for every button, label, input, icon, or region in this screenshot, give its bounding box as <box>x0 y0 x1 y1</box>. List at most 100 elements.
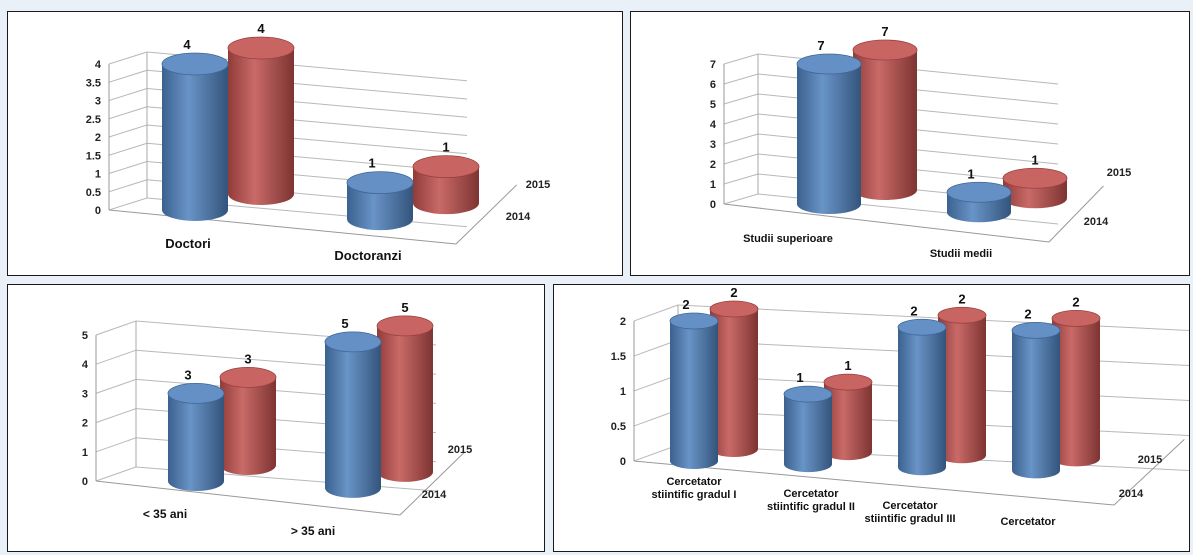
grid-line <box>108 106 148 120</box>
grid-line <box>633 304 679 322</box>
cylinder-top <box>412 155 480 179</box>
grid-line <box>723 73 759 85</box>
x-category-label: > 35 ani <box>291 524 335 538</box>
data-label: 4 <box>257 21 265 36</box>
bar-2014-0 <box>669 312 719 469</box>
grid-line <box>95 437 137 453</box>
cylinder-top <box>796 53 862 75</box>
grid-line <box>95 378 137 394</box>
cylinder-top <box>1002 167 1068 189</box>
cylinder-body <box>220 377 276 475</box>
x-category-label: Studii superioare <box>743 233 833 245</box>
depth-axis <box>1113 439 1185 506</box>
cylinder-body <box>377 325 433 482</box>
data-label: 5 <box>341 316 348 331</box>
data-label: 1 <box>844 358 851 373</box>
series-label-2014: 2014 <box>1084 216 1109 228</box>
grid-line <box>108 197 148 211</box>
cylinder-body <box>670 321 718 469</box>
x-category-label: Doctori <box>165 236 211 251</box>
bar-2014-1 <box>324 331 382 498</box>
y-tick-label: 7 <box>710 59 716 71</box>
x-category-label: Studii medii <box>930 248 992 260</box>
y-tick-label: 0.5 <box>86 187 101 199</box>
bar-2015-0 <box>219 367 277 475</box>
cylinder-body <box>853 50 917 200</box>
series-label-2014: 2014 <box>422 489 447 501</box>
grid-line <box>723 93 759 105</box>
y-tick-label: 4 <box>82 359 89 371</box>
cylinder-top <box>346 171 414 195</box>
data-label: 1 <box>1031 152 1038 167</box>
grid-line <box>108 51 148 65</box>
y-tick-label: 2 <box>620 316 626 328</box>
grid-line <box>723 133 759 145</box>
cylinder-top <box>897 318 947 336</box>
y-tick-label: 3 <box>710 139 716 151</box>
y-tick-label: 2.5 <box>86 114 101 126</box>
bar-2015-2 <box>937 306 987 464</box>
bar-2015-1 <box>1002 167 1068 209</box>
y-tick-label: 0 <box>95 205 101 217</box>
grid-line <box>108 124 148 138</box>
y-tick-label: 2 <box>82 418 88 430</box>
data-label: 2 <box>910 303 917 318</box>
bar-2015-0 <box>852 39 918 200</box>
cylinder-body <box>938 315 986 464</box>
data-label: 2 <box>1024 306 1031 321</box>
grid-line <box>723 193 759 205</box>
y-tick-label: 0 <box>82 476 88 488</box>
chart-svg: 0 0.5 1 1.5 2 2.5 3 3.5 4 4 1 4 1 Doctori Doctoranzi 20… <box>86 21 551 263</box>
cylinder-top <box>669 312 719 330</box>
x-category-label: < 35 ani <box>143 507 187 521</box>
cylinder-top <box>324 331 382 353</box>
series-label-2015: 2015 <box>1107 167 1131 179</box>
cylinder-body <box>824 382 872 461</box>
cylinder-body <box>168 393 224 491</box>
grid-line <box>95 466 137 482</box>
grid-line <box>95 349 137 365</box>
grid-line <box>108 88 148 101</box>
bar-2015-1 <box>823 373 873 461</box>
y-tick-label: 1 <box>620 386 626 398</box>
y-tick-label: 2 <box>95 132 101 144</box>
bar-2014-2 <box>897 318 947 476</box>
grid-line <box>95 320 137 336</box>
y-tick-label: 1 <box>82 447 88 459</box>
x-category-label: Cercetator stiintific gradul III <box>864 500 955 525</box>
chart-svg: 0 0.5 1 1.5 2 2 1 2 2 2 1 2 2 Cercetator stiintific gr… <box>611 285 1189 528</box>
cylinder-top <box>1051 310 1101 327</box>
x-axis <box>95 480 401 516</box>
x-axis <box>633 460 1115 506</box>
data-label: 7 <box>817 38 824 53</box>
y-tick-label: 1 <box>95 169 101 181</box>
bar-2015-0 <box>227 36 295 205</box>
y-tick-label: 5 <box>710 99 716 111</box>
data-label: 2 <box>1072 294 1079 309</box>
bar-2014-0 <box>796 53 862 214</box>
y-tick-label: 1.5 <box>611 351 626 363</box>
cylinder-top <box>852 39 918 61</box>
bar-2014-1 <box>946 181 1012 223</box>
x-category-label: Cercetator <box>1000 516 1056 528</box>
cylinder-top <box>823 373 873 391</box>
series-label-2015: 2015 <box>1138 454 1162 466</box>
grid-line <box>95 408 137 424</box>
data-label: 2 <box>682 297 689 312</box>
cylinder-top <box>783 385 833 403</box>
x-axis <box>723 203 1050 243</box>
x-category-label: Cercetator stiintific gradul II <box>767 488 855 513</box>
data-label: 2 <box>730 285 737 300</box>
y-tick-label: 4 <box>710 119 717 131</box>
grid-line <box>723 113 759 125</box>
cylinder-top <box>227 36 295 60</box>
data-label: 3 <box>184 367 191 382</box>
series-label-2014: 2014 <box>506 211 531 223</box>
x-category-label: Cercetator stiintific gradul I <box>652 476 737 501</box>
chart-panel-doctori: 0 0.5 1 1.5 2 2.5 3 3.5 4 4 1 4 1 Doctori Doctoranzi 20… <box>7 11 623 276</box>
cylinder-body <box>797 64 861 214</box>
cylinder-body <box>413 166 479 215</box>
cylinder-top <box>937 306 987 324</box>
y-tick-label: 4 <box>95 59 102 71</box>
y-tick-label: 1.5 <box>86 150 101 162</box>
